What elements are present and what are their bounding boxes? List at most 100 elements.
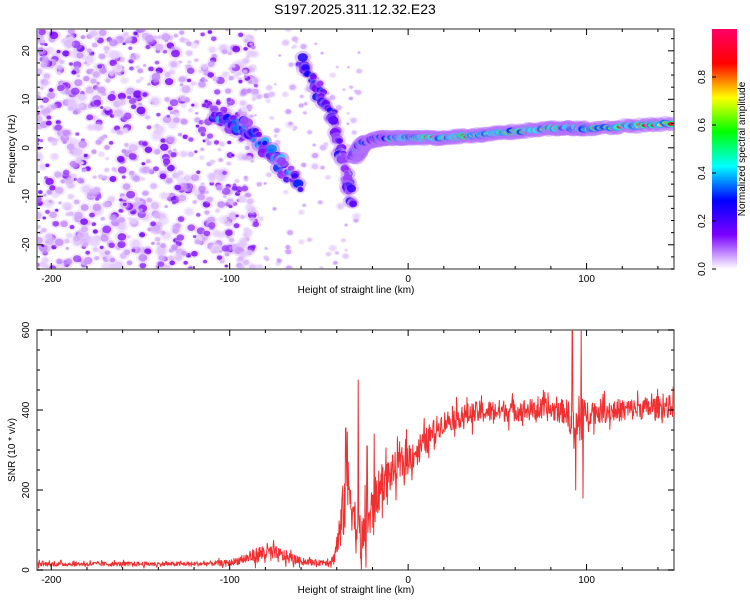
noise-blob [234, 111, 241, 118]
noise-blob [246, 204, 252, 210]
noise-blob [208, 222, 216, 229]
noise-blob [68, 211, 74, 216]
noise-blob [216, 76, 225, 85]
noise-blob [145, 44, 151, 50]
noise-blob [123, 32, 129, 37]
noise-blob [198, 119, 204, 125]
noise-blob [139, 262, 147, 269]
noise-blob [225, 183, 231, 189]
noise-blob [191, 103, 195, 107]
noise-blob [217, 148, 222, 152]
noise-blob [116, 155, 125, 163]
noise-blob [314, 42, 318, 45]
noise-blob [128, 144, 138, 152]
noise-blob [93, 186, 101, 194]
branch-blob [297, 53, 308, 62]
noise-blob [54, 171, 62, 178]
noise-blob [263, 182, 267, 185]
noise-blob [178, 194, 187, 202]
noise-blob [169, 122, 177, 129]
noise-blob [130, 54, 137, 60]
noise-blob [157, 261, 165, 267]
branch-blob [283, 176, 291, 183]
noise-blob [183, 175, 191, 182]
noise-blob [194, 58, 199, 62]
noise-blob [65, 258, 73, 265]
noise-blob [245, 145, 250, 150]
noise-blob [114, 261, 123, 269]
noise-blob [174, 184, 182, 191]
noise-blob [222, 71, 229, 77]
noise-blob [49, 185, 56, 191]
spectrogram-ytick-label: -20 [21, 237, 32, 252]
noise-blob [84, 55, 94, 64]
noise-blob [249, 42, 253, 46]
noise-blob [188, 108, 193, 113]
noise-blob [171, 49, 180, 58]
noise-blob [299, 94, 304, 99]
noise-blob [301, 162, 307, 168]
noise-blob [197, 193, 206, 201]
noise-blob [240, 215, 245, 219]
noise-blob [227, 51, 232, 56]
noise-blob [239, 196, 246, 202]
noise-blob [227, 198, 234, 205]
noise-blob [248, 109, 251, 112]
noise-blob [289, 84, 296, 90]
noise-blob [166, 114, 170, 118]
noise-blob [337, 203, 344, 209]
noise-blob [62, 169, 70, 176]
noise-blob [226, 152, 234, 158]
noise-blob [151, 73, 161, 81]
noise-blob [226, 235, 230, 239]
noise-blob [124, 143, 129, 147]
noise-blob [185, 208, 193, 215]
colorbar-tick-label: 0.2 [697, 214, 708, 228]
noise-blob [341, 238, 346, 242]
noise-blob [113, 65, 123, 73]
noise-blob [74, 211, 83, 220]
noise-blob [83, 153, 88, 158]
noise-blob [186, 67, 195, 74]
noise-blob [139, 232, 146, 238]
noise-blob [76, 74, 80, 78]
noise-blob [274, 134, 278, 138]
noise-blob [99, 152, 104, 157]
snr-xtick-label: 100 [578, 575, 595, 586]
branch-blob [316, 80, 324, 87]
noise-blob [228, 212, 238, 220]
noise-blob [204, 210, 210, 215]
noise-blob [166, 42, 175, 49]
noise-blob [156, 242, 161, 246]
noise-blob [244, 39, 248, 43]
branch-blob [337, 154, 349, 165]
snr-marks [37, 330, 674, 570]
noise-blob [212, 246, 221, 253]
noise-blob [159, 173, 167, 180]
noise-blob [165, 177, 173, 184]
noise-blob [232, 201, 238, 206]
noise-blob [164, 78, 174, 86]
noise-blob [192, 42, 198, 48]
branch-blob [262, 140, 268, 146]
noise-blob [222, 170, 227, 175]
noise-blob [204, 99, 209, 103]
spectrogram-xtick-label: -200 [41, 274, 61, 285]
noise-blob [244, 227, 249, 232]
noise-blob [217, 201, 226, 208]
noise-blob [178, 132, 183, 137]
noise-blob [57, 84, 65, 92]
noise-blob [129, 66, 134, 71]
noise-blob [243, 46, 248, 51]
noise-blob [98, 247, 106, 254]
branch-blob [266, 144, 277, 154]
noise-blob [57, 71, 62, 75]
noise-blob [178, 60, 182, 64]
branch-blob [331, 109, 338, 115]
noise-blob [147, 82, 151, 86]
noise-blob [145, 115, 150, 120]
noise-blob [126, 36, 132, 41]
noise-blob [235, 191, 241, 196]
noise-blob [357, 51, 361, 54]
